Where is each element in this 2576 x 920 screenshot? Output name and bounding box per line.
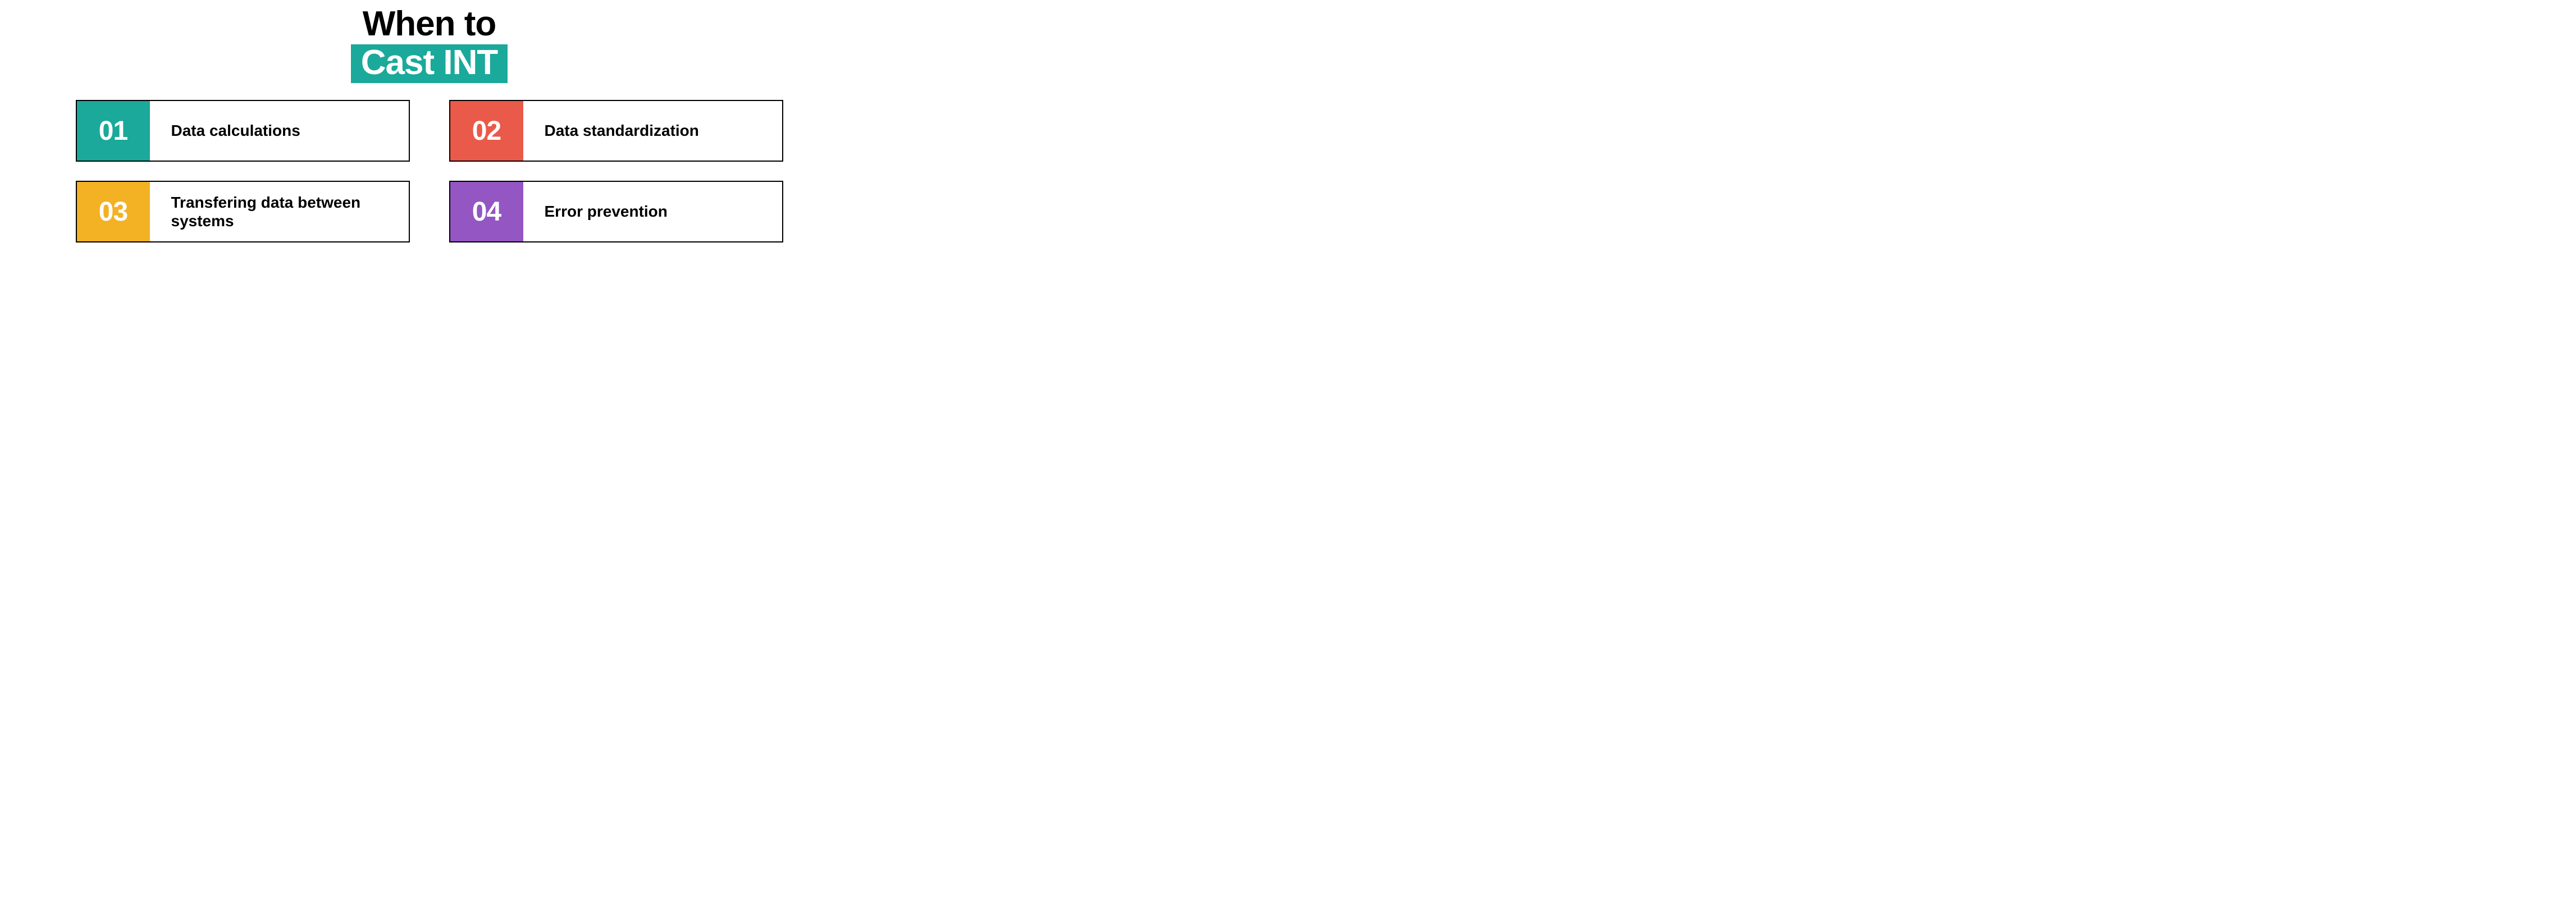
title-block: When to Cast INT	[0, 6, 858, 83]
card-number: 01	[77, 101, 150, 161]
card-03: 03 Transfering data between systems	[76, 181, 410, 242]
title-line2-highlight: Cast INT	[351, 44, 508, 83]
card-number: 04	[450, 182, 523, 241]
card-01: 01 Data calculations	[76, 100, 410, 162]
cards-grid: 01 Data calculations 02 Data standardiza…	[76, 100, 783, 242]
card-number: 02	[450, 101, 523, 161]
card-02: 02 Data standardization	[449, 100, 783, 162]
card-label: Error prevention	[523, 182, 782, 241]
title-line2: Cast INT	[361, 43, 497, 82]
title-line1: When to	[0, 6, 858, 42]
card-04: 04 Error prevention	[449, 181, 783, 242]
card-label: Data calculations	[150, 101, 409, 161]
card-label: Transfering data between systems	[150, 182, 409, 241]
card-number: 03	[77, 182, 150, 241]
card-label: Data standardization	[523, 101, 782, 161]
